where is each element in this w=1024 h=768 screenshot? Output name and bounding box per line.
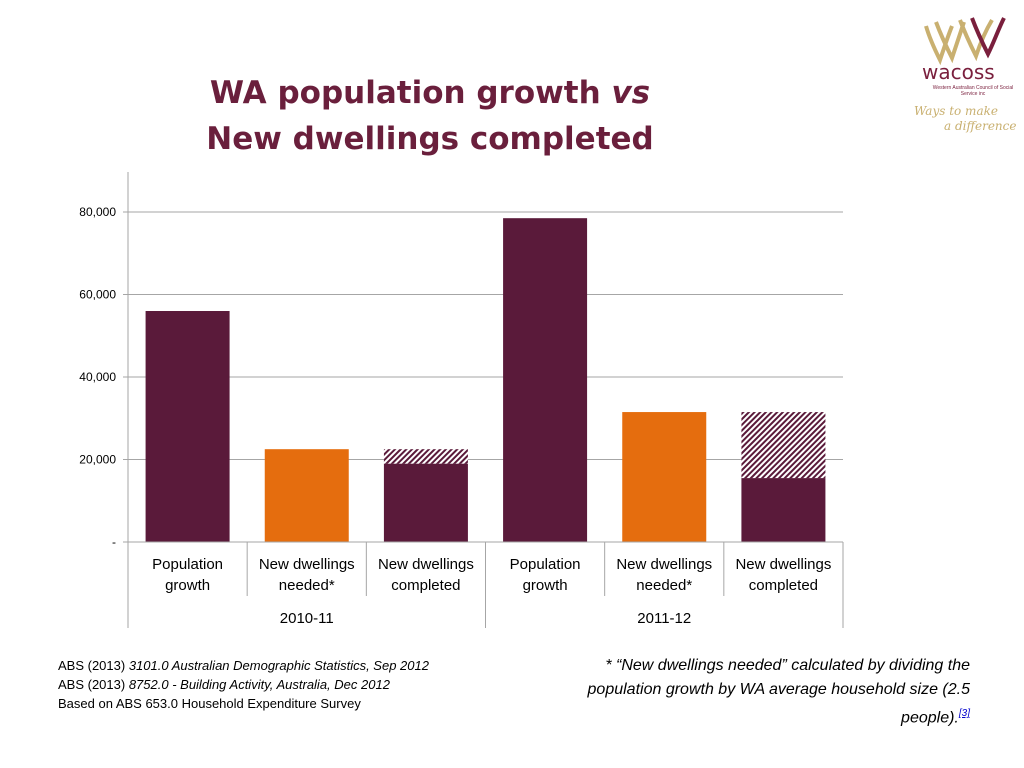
bar bbox=[741, 478, 826, 542]
y-tick-label: - bbox=[112, 535, 116, 549]
x-category-label: New dwellings bbox=[616, 556, 712, 573]
bar-segment-hatched bbox=[741, 412, 826, 479]
bar bbox=[145, 311, 230, 542]
x-category-label: needed* bbox=[279, 577, 335, 594]
wacoss-logo-icon bbox=[924, 17, 1006, 66]
x-category-label: New dwellings bbox=[735, 556, 831, 573]
y-tick-label: 60,000 bbox=[79, 288, 116, 302]
x-category-label: New dwellings bbox=[378, 556, 474, 573]
x-category-label: New dwellings bbox=[259, 556, 355, 573]
sources: ABS (2013) 3101.0 Australian Demographic… bbox=[58, 656, 429, 713]
footnote: * “New dwellings needed” calculated by d… bbox=[560, 654, 970, 730]
footnote-text: * “New dwellings needed” calculated by d… bbox=[587, 657, 970, 727]
axis-labels: - 20,000 40,000 60,000 80,000 Population growt… bbox=[79, 205, 831, 627]
source-line: ABS (2013) 3101.0 Australian Demographic… bbox=[58, 658, 429, 673]
bar-chart: - 20,000 40,000 60,000 80,000 Population growt… bbox=[79, 172, 844, 628]
logo-tagline-2: a difference bbox=[944, 119, 1017, 133]
x-category-label: completed bbox=[391, 577, 460, 594]
x-category-label: Population bbox=[510, 556, 581, 573]
logo-subtitle: Western Australian Council of Social Ser… bbox=[932, 85, 1014, 97]
bar bbox=[264, 449, 349, 542]
source-line: ABS (2013) 8752.0 - Building Activity, A… bbox=[58, 677, 390, 692]
bar bbox=[383, 463, 468, 542]
x-group-label: 2010-11 bbox=[280, 610, 334, 627]
bar bbox=[622, 412, 707, 542]
bars bbox=[145, 218, 826, 542]
logo-wordmark: wacoss bbox=[922, 60, 995, 84]
title-line2: New dwellings completed bbox=[206, 121, 654, 157]
x-category-label: Population bbox=[152, 556, 223, 573]
x-category-label: completed bbox=[749, 577, 818, 594]
y-tick-label: 80,000 bbox=[79, 205, 116, 219]
y-tick-label: 40,000 bbox=[79, 370, 116, 384]
source-line: Based on ABS 653.0 Household Expenditure… bbox=[58, 696, 361, 711]
y-tick-label: 20,000 bbox=[79, 453, 116, 467]
slide-title: WA population growth vs New dwellings co… bbox=[130, 70, 730, 162]
axes bbox=[123, 172, 844, 628]
bar bbox=[503, 218, 588, 542]
x-category-label: needed* bbox=[636, 577, 692, 594]
footnote-ref-link[interactable]: [3] bbox=[958, 708, 970, 719]
x-category-label: growth bbox=[165, 577, 210, 594]
title-vs: vs bbox=[611, 75, 651, 111]
x-group-label: 2011-12 bbox=[637, 610, 691, 627]
bar-segment-hatched bbox=[383, 449, 468, 464]
logo-tagline-1: Ways to make bbox=[914, 104, 998, 118]
gridlines bbox=[128, 211, 843, 460]
title-main: WA population growth bbox=[209, 75, 612, 111]
x-category-label: growth bbox=[523, 577, 568, 594]
